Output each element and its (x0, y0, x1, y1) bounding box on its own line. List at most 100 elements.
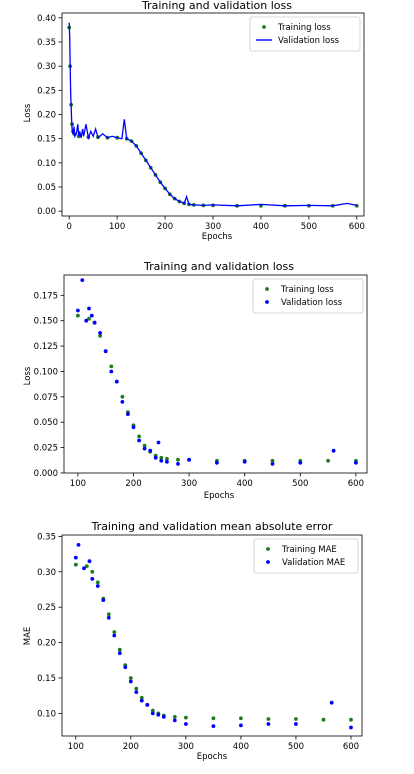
series-validation-loss-point (76, 308, 80, 313)
y-axis-label: Loss (23, 103, 33, 122)
legend-entry-label: Training loss (280, 285, 334, 295)
series-validation-mae-point (150, 711, 155, 716)
series-training-mae-point (294, 717, 298, 721)
x-tick-label: 300 (181, 479, 197, 489)
chart-training-validation-loss-line: Training and validation loss Epochs Loss… (23, 0, 365, 242)
series-validation-loss-point (331, 448, 336, 453)
y-tick-label: 0.20 (37, 111, 56, 121)
chart-training-validation-loss-scatter: Training and validation loss Epochs Loss… (23, 260, 368, 501)
series-validation-loss-point (148, 448, 153, 453)
x-tick-label: 100 (68, 742, 84, 752)
y-tick-label: 0.25 (37, 603, 56, 613)
series-layer (67, 22, 359, 208)
series-training-mae-point (112, 630, 117, 634)
legend-dot-swatch (265, 300, 269, 304)
series-validation-mae-point (239, 723, 243, 728)
series-validation-loss-point (87, 306, 91, 311)
series-validation-loss-point (354, 460, 358, 465)
series-training-mae-point (239, 716, 243, 721)
series-training-mae-point (266, 717, 271, 721)
series-validation-loss-point (270, 462, 275, 466)
y-tick-label: 0.10 (37, 159, 56, 169)
series-training-loss-point (159, 455, 164, 460)
series-training-mae-point (90, 569, 95, 574)
series-layer (73, 543, 353, 730)
legend-dot-swatch (266, 560, 270, 564)
y-tick-label: 0.20 (37, 639, 56, 649)
y-tick-label: 0.35 (37, 532, 56, 542)
series-training-mae-point (73, 562, 78, 567)
series-validation-loss-point (120, 400, 125, 404)
legend-entry-label: Validation MAE (282, 558, 345, 568)
y-tick-label: 0.30 (37, 568, 56, 578)
series-training-loss-point (142, 443, 147, 448)
x-tick-label: 400 (233, 742, 249, 752)
legend-dot-swatch (265, 287, 269, 291)
chart-title: Training and validation mean absolute er… (91, 520, 333, 533)
series-validation-mae-point (82, 566, 86, 571)
legend-dot-swatch (262, 25, 266, 29)
series-validation-mae-point (128, 679, 133, 684)
series-validation-loss-point (215, 460, 219, 465)
series-validation-loss-point (84, 318, 89, 323)
series-validation-loss-point (153, 455, 158, 460)
series-validation-loss-point (109, 369, 114, 374)
series-training-mae-point (172, 715, 177, 719)
series-validation-loss-point (114, 379, 119, 384)
series-validation-loss-point (242, 459, 247, 464)
series-layer (76, 278, 358, 466)
chart-title: Training and validation loss (141, 0, 292, 12)
series-validation-loss-point (187, 457, 192, 462)
series-validation-loss-point (89, 313, 94, 318)
y-tick-label: 0.35 (37, 38, 56, 48)
y-tick-label: 0.100 (34, 367, 58, 377)
x-tick-label: 600 (348, 479, 364, 489)
series-validation-mae-point (123, 665, 128, 670)
legend-entry-label: Validation loss (278, 36, 340, 46)
legend: Training loss Validation loss (252, 278, 364, 314)
legend-entry-label: Training MAE (281, 545, 337, 555)
series-validation-loss-point (80, 278, 85, 282)
series-validation-loss-point (142, 446, 147, 451)
series-training-mae-point (349, 717, 353, 722)
series-validation-mae-point (145, 703, 150, 707)
x-tick-label: 400 (253, 222, 269, 232)
series-validation-loss-point (165, 459, 169, 464)
series-validation-mae-point (90, 577, 95, 581)
plot-frame (63, 274, 368, 474)
series-validation-loss-point (298, 460, 303, 465)
series-training-mae-point (139, 695, 144, 700)
series-validation-mae-point (211, 724, 216, 728)
x-tick-label: 200 (123, 742, 139, 752)
series-training-mae-point (84, 564, 89, 568)
x-tick-label: 300 (178, 742, 194, 752)
series-training-loss-point (109, 364, 114, 369)
series-training-mae-point (134, 686, 139, 691)
series-validation-mae-point (117, 651, 122, 656)
series-validation-loss-point (156, 440, 161, 445)
y-tick-label: 0.00 (37, 207, 56, 217)
x-tick-label: 500 (292, 479, 308, 489)
series-validation-loss-point (176, 462, 180, 466)
series-training-mae-point (106, 612, 111, 617)
y-tick-label: 0.40 (37, 14, 56, 24)
series-validation-mae-point (266, 722, 271, 726)
series-validation-loss-point (137, 438, 142, 443)
x-tick-label: 0 (66, 222, 71, 232)
y-tick-label: 0.150 (34, 317, 58, 327)
x-tick-label: 200 (157, 222, 173, 232)
series-training-mae-point (321, 717, 326, 722)
plot-frame (61, 534, 363, 737)
x-tick-label: 500 (301, 222, 317, 232)
y-tick-label: 0.15 (37, 674, 56, 684)
x-tick-label: 100 (70, 479, 86, 489)
x-tick-label: 300 (205, 222, 221, 232)
series-training-mae-point (150, 708, 155, 713)
y-axis-label: MAE (23, 627, 33, 646)
series-validation-mae-point (106, 615, 111, 620)
series-validation-mae-point (172, 718, 177, 723)
legend-box (253, 538, 359, 574)
legend-entry-label: Validation loss (281, 298, 343, 308)
series-training-loss-point (98, 334, 102, 338)
